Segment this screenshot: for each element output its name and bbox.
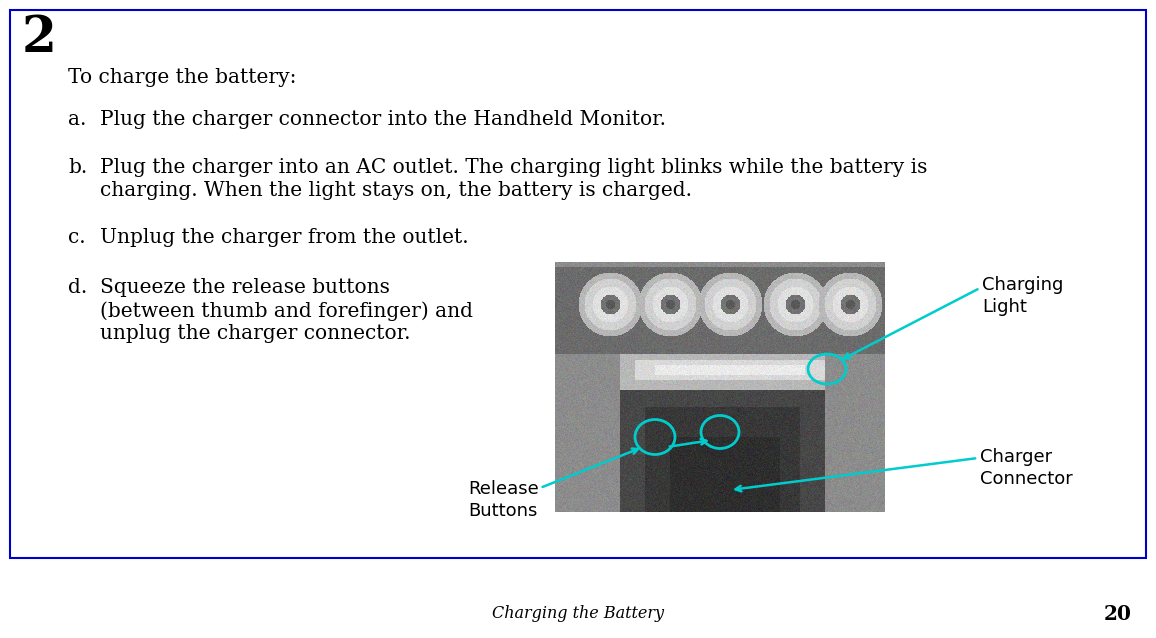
Text: (between thumb and forefinger) and: (between thumb and forefinger) and [101, 301, 473, 321]
Text: Unplug the charger from the outlet.: Unplug the charger from the outlet. [101, 228, 468, 247]
Text: To charge the battery:: To charge the battery: [68, 68, 296, 87]
Text: 2: 2 [22, 14, 57, 63]
Text: 20: 20 [1104, 604, 1132, 624]
Text: Release
Buttons: Release Buttons [468, 480, 539, 520]
Text: Squeeze the release buttons: Squeeze the release buttons [101, 278, 390, 297]
Text: charging. When the light stays on, the battery is charged.: charging. When the light stays on, the b… [101, 181, 692, 200]
Text: Charging the Battery: Charging the Battery [492, 605, 664, 623]
Bar [10, 10, 1146, 558]
Text: unplug the charger connector.: unplug the charger connector. [101, 324, 410, 343]
Text: d.: d. [68, 278, 87, 297]
Text: Plug the charger connector into the Handheld Monitor.: Plug the charger connector into the Hand… [101, 110, 666, 129]
Text: Charger
Connector: Charger Connector [980, 448, 1073, 488]
Text: a.: a. [68, 110, 87, 129]
Text: Plug the charger into an AC outlet. The charging light blinks while the battery : Plug the charger into an AC outlet. The … [101, 158, 927, 177]
Text: b.: b. [68, 158, 87, 177]
Text: c.: c. [68, 228, 86, 247]
Text: Charging
Light: Charging Light [981, 276, 1064, 316]
